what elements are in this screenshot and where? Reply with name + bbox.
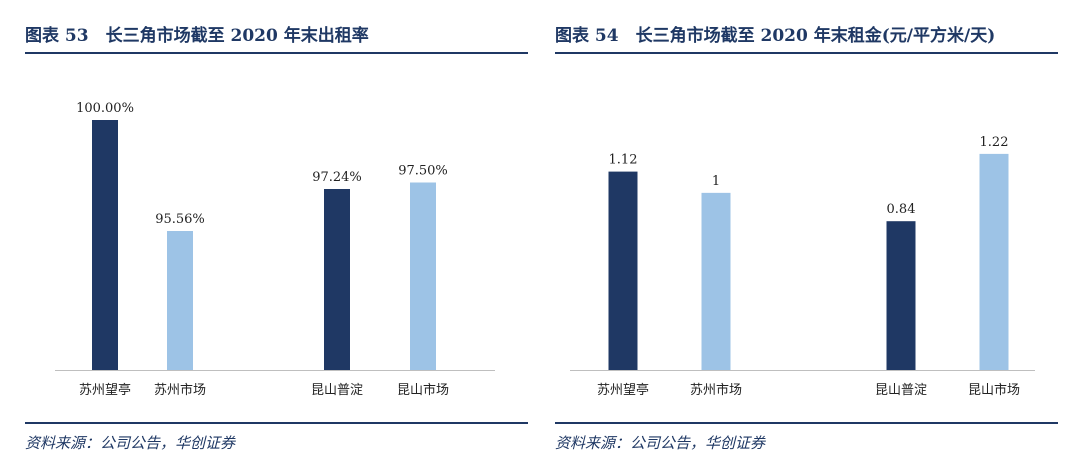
left-chart-title: 图表 53 长三角市场截至 2020 年末出租率 [25,26,369,46]
bar-4 [410,182,436,370]
bar-3 [324,189,350,370]
data-label-2: 95.56% [155,212,205,227]
category-label-3: 昆山普淀 [311,383,363,398]
right-chart-title: 图表 54 长三角市场截至 2020 年末租金(元/平方米/天) [555,26,996,46]
left-source-note: 资料来源：公司公告，华创证券 [25,434,236,452]
right-source-rule [555,422,1058,424]
left-chart-panel: 图表 53 长三角市场截至 2020 年末出租率 100.00% 苏州望亭 95.5… [25,0,528,468]
data-label-1: 100.00% [76,101,134,116]
category-label-3: 昆山普淀 [875,383,927,398]
bar-1 [92,120,118,370]
bar-3 [886,221,916,370]
category-label-2: 苏州市场 [154,382,206,398]
data-label-3: 97.24% [312,170,362,185]
rent-chart: 1.12 苏州望亭 1 苏州市场 0.84 昆山普淀 1.22 昆山市场 [570,135,1035,398]
bar-4 [979,153,1009,370]
bar-2 [701,192,731,370]
category-label-1: 苏州望亭 [79,382,131,398]
bar-2 [167,231,193,370]
data-label-1: 1.12 [609,153,638,168]
right-source-note: 资料来源：公司公告，华创证券 [555,434,766,452]
data-label-2: 1 [712,174,720,189]
left-source-rule [25,422,528,424]
right-chart-panel: 图表 54 长三角市场截至 2020 年末租金(元/平方米/天) 1.12 苏州望… [555,0,1058,468]
category-label-1: 苏州望亭 [597,382,649,398]
data-label-4: 1.22 [980,135,1009,150]
data-label-4: 97.50% [398,164,448,179]
category-label-4: 昆山市场 [968,382,1020,398]
left-title-rule [25,52,528,54]
occupancy-rate-chart: 100.00% 苏州望亭 95.56% 苏州市场 97.24% 昆山普淀 97.50% 昆山市… [55,101,495,398]
data-label-3: 0.84 [887,202,916,217]
right-title-rule [555,52,1058,54]
category-label-2: 苏州市场 [690,382,742,398]
category-label-4: 昆山市场 [397,382,449,398]
bar-1 [608,171,638,370]
